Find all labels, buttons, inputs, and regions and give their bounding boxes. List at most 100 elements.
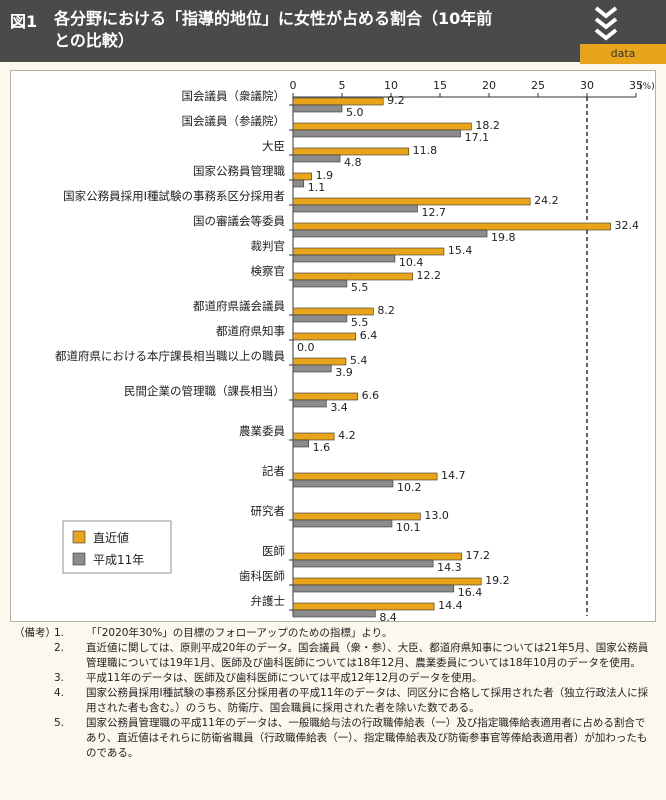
bar-recent [292,602,435,611]
chart-panel: 0 5 10 15 20 25 30 35 (%) 国会議員（衆議院） 9.2 5.0 国会議員（参議院… [10,70,656,622]
bar-h11 [292,584,455,593]
value-label-h11: 3.4 [330,401,348,414]
note-number: 2. [54,642,65,654]
figure-header: 図1 各分野における「指導的地位」に女性が占める割合（10年前との比較） [0,0,666,62]
note-number: 3. [54,672,65,684]
category-label: 都道府県知事 [216,324,285,338]
bar-h11 [292,364,332,373]
data-tag: data [580,44,666,64]
value-label-recent: 6.4 [360,329,378,342]
bar-h11 [292,179,305,188]
bar-h11 [292,229,488,238]
category-label: 農業委員 [239,424,285,438]
value-label-recent: 14.7 [441,469,466,482]
x-tick-label: 20 [482,79,496,92]
bar-recent [292,122,472,131]
bar-h11 [292,254,396,263]
note-item: 5. 国家公務員管理職の平成11年のデータは、一般職給与法の行政職俸給表（一）及び… [14,716,654,761]
value-label-recent: 19.2 [485,574,510,587]
note-number: 4. [54,687,65,699]
category-label: 民間企業の管理職（課長相当） [124,384,285,398]
bar-h11 [292,279,348,288]
value-label-recent: 8.2 [377,304,395,317]
bar-h11 [292,559,434,568]
value-label-recent: 1.9 [316,169,334,182]
category-label: 国会議員（参議院） [182,114,286,128]
note-item: 2. 直近値に関しては、原則平成20年のデータ。国会議員（衆・参）、大臣、都道府県… [14,641,654,671]
notes-lead: （備考） [14,627,56,639]
value-label-h11: 3.9 [335,366,353,379]
figure-number: 図1 [10,12,38,31]
value-label-h11: 0.0 [297,341,315,354]
bar-recent [292,307,374,316]
category-label: 国家公務員管理職 [193,164,285,178]
category-label: 都道府県における本庁課長相当職以上の職員 [55,349,285,363]
bar-h11 [292,104,343,113]
note-text: 国家公務員採用Ⅰ種試験の事務系区分採用者の平成11年のデータは、同区分に合格して… [86,687,649,714]
value-label-h11: 1.1 [308,181,326,194]
value-label-h11: 8.4 [379,611,397,621]
value-label-recent: 24.2 [534,194,559,207]
bar-recent [292,172,312,181]
legend-label: 平成11年 [93,553,144,567]
x-tick-label: 15 [433,79,447,92]
category-label: 弁護士 [251,594,286,608]
category-label: 国の審議会等委員 [193,214,285,228]
value-label-recent: 9.2 [387,94,405,107]
value-label-recent: 12.2 [417,269,442,282]
value-label-h11: 5.5 [351,281,369,294]
value-label-h11: 19.8 [491,231,516,244]
value-label-h11: 5.0 [346,106,364,119]
value-label-h11: 10.4 [399,256,424,269]
note-text: 平成11年のデータは、医師及び歯科医師については平成12年12月のデータを使用。 [86,672,483,684]
figure-title: 各分野における「指導的地位」に女性が占める割合（10年前との比較） [54,9,493,50]
bar-recent [292,97,384,106]
bar-recent [292,147,409,156]
value-label-h11: 10.2 [397,481,422,494]
bar-h11 [292,479,394,488]
bar-h11 [292,519,393,528]
notes-section: （備考） 1. 「「2020年30%」の目標のフォローアップのための指標」より。 2.… [14,626,654,761]
bar-recent [292,472,438,481]
x-tick-label: 25 [531,79,545,92]
value-label-recent: 11.8 [413,144,438,157]
note-item: 3. 平成11年のデータは、医師及び歯科医師については平成12年12月のデータを使… [14,671,654,686]
value-label-recent: 4.2 [338,429,356,442]
value-label-recent: 15.4 [448,244,473,257]
bar-recent [292,247,445,256]
bar-recent [292,357,347,366]
category-label: 裁判官 [251,239,286,253]
legend-label: 直近値 [93,530,129,545]
x-tick-label: 35 [629,79,643,92]
note-text: 直近値に関しては、原則平成20年のデータ。国会議員（衆・参）、大臣、都道府県知事… [86,642,649,669]
note-text: 「「2020年30%」の目標のフォローアップのための指標」より。 [86,627,393,639]
bar-recent [292,197,531,206]
x-tick-label: 5 [339,79,346,92]
value-label-recent: 5.4 [350,354,368,367]
bar-recent [292,432,335,441]
x-tick-label: 10 [384,79,398,92]
bar-recent [292,392,358,401]
note-text: 国家公務員管理職の平成11年のデータは、一般職給与法の行政職俸給表（一）及び指定… [86,717,648,759]
bar-chart: 0 5 10 15 20 25 30 35(%) 国会議員（衆議院） 9.2 5.0 国会議員（参議院… [55,79,655,621]
value-label-h11: 16.4 [458,586,483,599]
value-label-recent: 13.0 [424,509,449,522]
bar-h11 [292,439,309,448]
value-label-recent: 18.2 [475,119,500,132]
bar-h11 [292,609,376,618]
category-label: 都道府県議会議員 [193,299,285,313]
bar-recent [292,332,357,341]
value-label-recent: 17.2 [466,549,491,562]
bar-recent [292,552,462,561]
value-label-recent: 14.4 [438,599,463,612]
category-label: 国会議員（衆議院） [182,89,286,103]
value-label-recent: 32.4 [615,219,640,232]
bar-h11 [292,314,348,323]
value-label-h11: 14.3 [437,561,462,574]
category-label: 医師 [262,544,285,558]
bar-h11 [292,129,461,138]
category-label: 記者 [262,464,285,478]
legend-swatch [72,530,86,544]
bar-h11 [292,399,327,408]
value-label-h11: 4.8 [344,156,362,169]
